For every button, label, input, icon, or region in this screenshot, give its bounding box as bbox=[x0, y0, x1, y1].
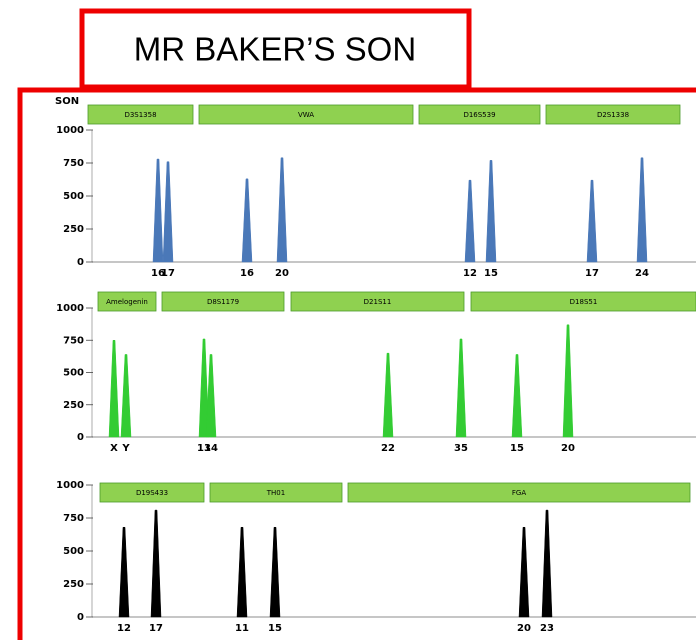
peak bbox=[541, 509, 553, 618]
y-tick-label: 1000 bbox=[56, 125, 84, 136]
allele-label: X bbox=[110, 443, 118, 454]
peak bbox=[205, 354, 217, 438]
locus-label: D19S433 bbox=[136, 489, 168, 497]
locus-label: TH01 bbox=[266, 489, 285, 497]
locus-box bbox=[97, 291, 157, 312]
locus-box bbox=[87, 104, 194, 125]
allele-label: 14 bbox=[204, 443, 218, 454]
peak bbox=[120, 354, 132, 438]
allele-label: 24 bbox=[635, 268, 649, 279]
allele-label: 15 bbox=[484, 268, 498, 279]
peak bbox=[241, 178, 253, 263]
peak bbox=[152, 158, 164, 263]
locus-label: D21S11 bbox=[364, 298, 392, 306]
peak bbox=[198, 338, 210, 438]
y-tick-label: 750 bbox=[63, 513, 84, 524]
peak bbox=[118, 526, 130, 618]
locus-label: D3S1358 bbox=[124, 111, 156, 119]
locus-box bbox=[161, 291, 285, 312]
panel-title: SON bbox=[55, 96, 79, 107]
y-tick-label: 0 bbox=[77, 432, 84, 443]
peak bbox=[382, 352, 394, 438]
locus-box bbox=[418, 104, 541, 125]
frame bbox=[17, 87, 696, 640]
allele-label: 15 bbox=[268, 623, 282, 634]
allele-label: 20 bbox=[275, 268, 289, 279]
allele-label: 16 bbox=[240, 268, 254, 279]
y-tick-label: 500 bbox=[63, 368, 84, 379]
locus-box bbox=[99, 482, 205, 503]
peak bbox=[485, 160, 497, 263]
peak bbox=[236, 526, 248, 618]
allele-label: 11 bbox=[235, 623, 249, 634]
allele-label: 12 bbox=[463, 268, 477, 279]
title-box bbox=[79, 8, 472, 90]
peak bbox=[511, 354, 523, 438]
allele-label: 16 bbox=[151, 268, 165, 279]
allele-label: 22 bbox=[381, 443, 395, 454]
peak bbox=[162, 161, 174, 263]
peak bbox=[464, 179, 476, 263]
locus-label: D2S1338 bbox=[597, 111, 629, 119]
y-tick-label: 1000 bbox=[56, 303, 84, 314]
peak bbox=[586, 179, 598, 263]
peak bbox=[150, 509, 162, 618]
y-tick-label: 1000 bbox=[56, 480, 84, 491]
y-tick-label: 750 bbox=[63, 335, 84, 346]
y-tick-label: 0 bbox=[77, 612, 84, 623]
peak bbox=[636, 157, 648, 263]
y-tick-label: 750 bbox=[63, 158, 84, 169]
allele-label: Y bbox=[121, 443, 130, 454]
peak bbox=[108, 340, 120, 438]
y-tick-label: 250 bbox=[63, 224, 84, 235]
allele-label: 35 bbox=[454, 443, 468, 454]
locus-label: D16S539 bbox=[463, 111, 495, 119]
locus-box bbox=[347, 482, 691, 503]
allele-label: 17 bbox=[161, 268, 175, 279]
allele-label: 15 bbox=[510, 443, 524, 454]
locus-box bbox=[198, 104, 414, 125]
locus-label: FGA bbox=[512, 489, 526, 497]
locus-label: VWA bbox=[298, 111, 314, 119]
peak bbox=[269, 526, 281, 618]
locus-box bbox=[209, 482, 343, 503]
allele-label: 20 bbox=[517, 623, 531, 634]
peak bbox=[276, 157, 288, 263]
peak bbox=[455, 338, 467, 438]
allele-label: 20 bbox=[561, 443, 575, 454]
y-tick-label: 500 bbox=[63, 546, 84, 557]
y-tick-label: 250 bbox=[63, 579, 84, 590]
locus-box bbox=[290, 291, 465, 312]
allele-label: 13 bbox=[197, 443, 211, 454]
allele-label: 17 bbox=[149, 623, 163, 634]
y-tick-label: 0 bbox=[77, 257, 84, 268]
locus-box bbox=[545, 104, 681, 125]
locus-label: Amelogenin bbox=[106, 298, 148, 306]
peak bbox=[518, 526, 530, 618]
locus-box bbox=[470, 291, 696, 312]
allele-label: 12 bbox=[117, 623, 131, 634]
peak bbox=[562, 324, 574, 438]
allele-label: 17 bbox=[585, 268, 599, 279]
y-tick-label: 250 bbox=[63, 400, 84, 411]
locus-label: D18S51 bbox=[570, 298, 598, 306]
page-title: MR BAKER’S SON bbox=[134, 31, 416, 68]
y-tick-label: 500 bbox=[63, 191, 84, 202]
locus-label: D8S1179 bbox=[207, 298, 239, 306]
allele-label: 23 bbox=[540, 623, 554, 634]
